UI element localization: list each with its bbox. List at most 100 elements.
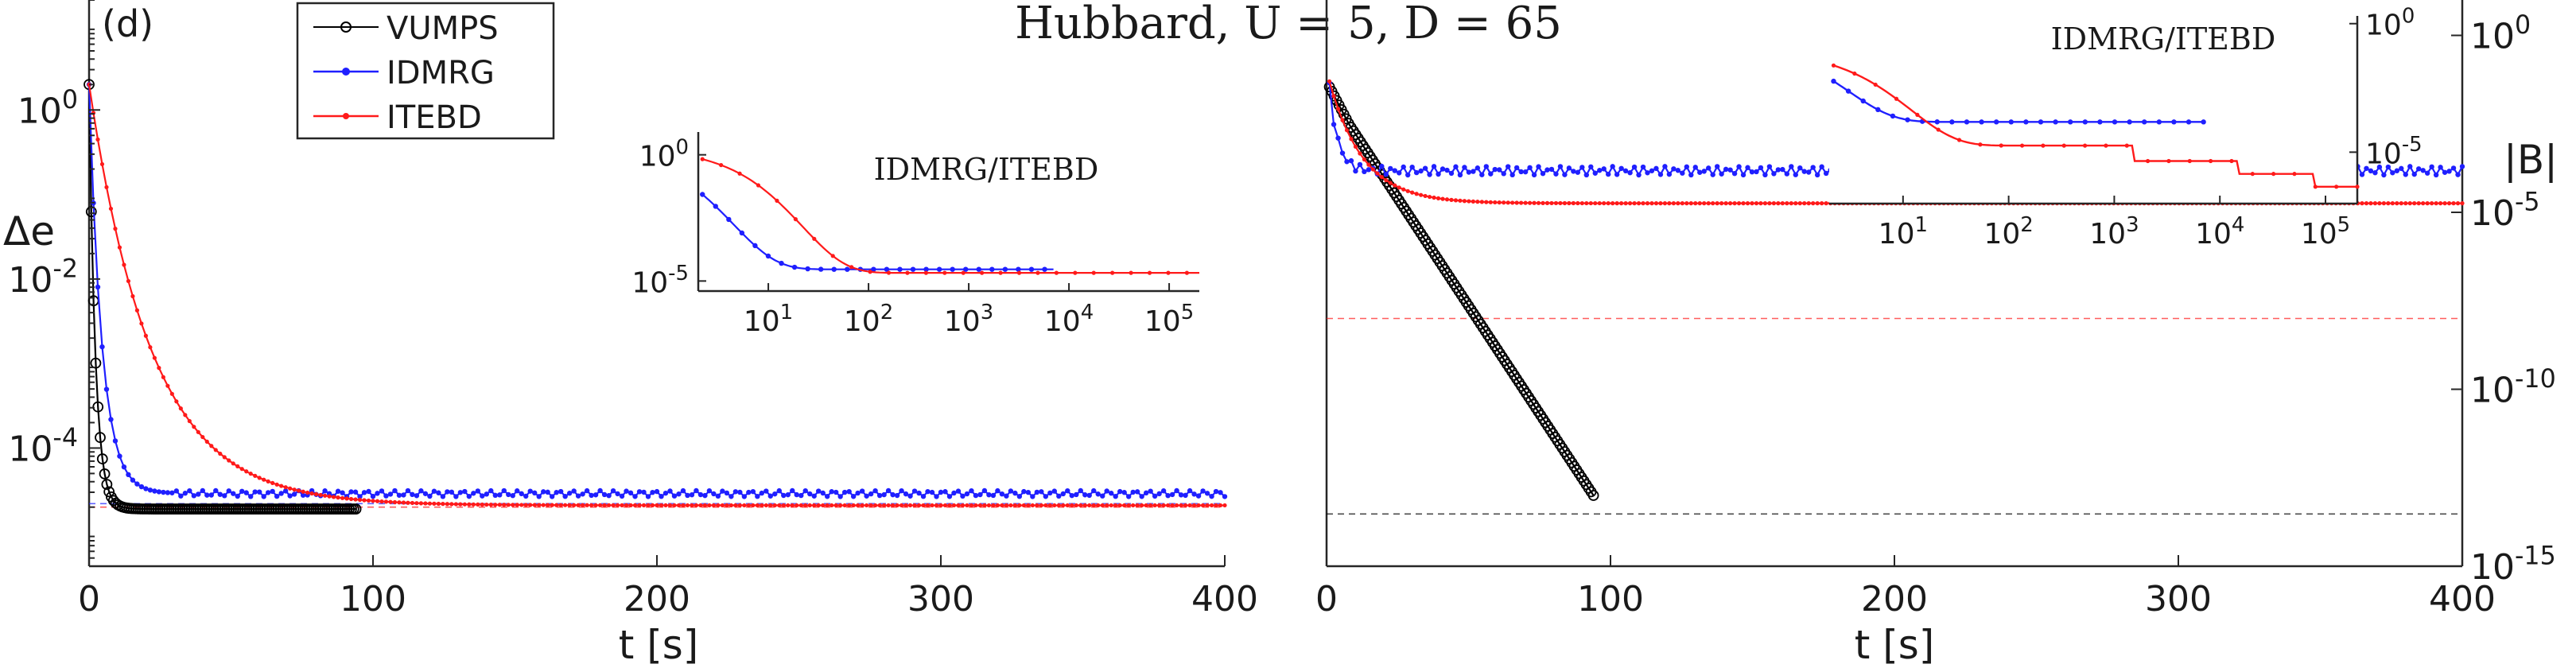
left-markers-itebd-marker bbox=[1148, 503, 1153, 508]
right-markers-itebd-marker bbox=[1623, 201, 1628, 206]
left-markers-itebd-marker bbox=[1144, 503, 1148, 508]
right-markers-idmrg-marker bbox=[1379, 163, 1385, 169]
left-panel: 0 100 200 300 400 100 10-2 10-4 t [s] Δe VUMPS … bbox=[3, 0, 1258, 668]
right-inset-markers-idmrg-marker bbox=[2186, 119, 2192, 125]
right-markers-itebd-marker bbox=[1553, 200, 1559, 206]
left-markers-itebd-marker bbox=[209, 444, 214, 449]
right-markers-itebd-marker bbox=[1393, 183, 1397, 188]
left-markers-itebd-marker bbox=[222, 455, 227, 460]
right-markers-itebd-marker bbox=[1488, 200, 1493, 204]
right-markers-idmrg-marker bbox=[1714, 164, 1720, 169]
left-markers-itebd-marker bbox=[515, 503, 519, 507]
right-markers-itebd-marker bbox=[2372, 201, 2378, 206]
left-markers-itebd-marker bbox=[441, 502, 445, 507]
left-markers-idmrg-marker bbox=[335, 488, 341, 494]
left-markers-itebd-marker bbox=[982, 503, 987, 508]
left-inset-x-tick-label: 104 bbox=[1044, 301, 1094, 338]
right-markers-idmrg-marker bbox=[1697, 169, 1703, 175]
right-inset-y-tick-label: 10-5 bbox=[2365, 133, 2423, 170]
right-markers-itebd-marker bbox=[1397, 185, 1401, 190]
right-markers-itebd-marker bbox=[1362, 157, 1366, 162]
left-inset-markers-idmrg-marker bbox=[765, 253, 771, 259]
right-markers-idmrg-marker bbox=[1653, 165, 1659, 172]
right-markers-idmrg-marker bbox=[1457, 172, 1463, 178]
right-inset-markers-idmrg-marker bbox=[2023, 119, 2029, 125]
left-markers-idmrg-marker bbox=[1082, 492, 1088, 498]
right-inset-markers-idmrg-marker bbox=[2038, 119, 2044, 125]
left-inset-markers-idmrg-marker bbox=[897, 266, 903, 272]
right-markers-idmrg-marker bbox=[1810, 165, 1816, 170]
right-markers-itebd-marker bbox=[1820, 201, 1824, 206]
left-inset-markers-idmrg-marker bbox=[845, 266, 850, 272]
left-markers-itebd-marker bbox=[502, 503, 507, 507]
left-markers-itebd-marker bbox=[969, 503, 974, 508]
left-markers-idmrg-marker bbox=[436, 490, 441, 495]
left-markers-idmrg-marker bbox=[1213, 488, 1219, 495]
right-markers-idmrg-marker bbox=[1422, 165, 1428, 171]
right-markers-idmrg-marker bbox=[1610, 164, 1615, 169]
right-markers-idmrg-marker bbox=[2420, 168, 2426, 173]
left-markers-idmrg-marker bbox=[1030, 494, 1035, 499]
right-markers-itebd-marker bbox=[1353, 144, 1358, 150]
left-inset-markers-idmrg-marker bbox=[963, 266, 969, 272]
right-markers-itebd-marker bbox=[1711, 201, 1715, 206]
right-markers-idmrg-marker bbox=[1462, 165, 1467, 170]
right-markers-idmrg-marker bbox=[1793, 172, 1798, 177]
left-markers-itebd-marker bbox=[637, 503, 642, 507]
left-markers-idmrg-marker bbox=[907, 493, 913, 499]
left-inset-markers-idmrg-marker bbox=[791, 264, 798, 270]
right-markers-idmrg-marker bbox=[1806, 169, 1812, 175]
left-markers-idmrg-marker bbox=[208, 492, 214, 498]
right-inset-markers-itebd-marker bbox=[1894, 96, 1899, 101]
left-markers-idmrg-marker bbox=[767, 493, 773, 499]
right-inset-markers-itebd-marker bbox=[2166, 158, 2171, 164]
left-markers-itebd-marker bbox=[192, 425, 196, 429]
right-markers-itebd-marker bbox=[1449, 197, 1454, 202]
left-markers-idmrg-marker bbox=[1165, 493, 1171, 499]
right-markers-idmrg-marker bbox=[1592, 170, 1598, 176]
right-markers-idmrg-marker bbox=[1758, 165, 1764, 171]
right-inset-markers-itebd-marker bbox=[1978, 142, 1983, 147]
left-markers-itebd-marker bbox=[873, 503, 878, 508]
right-markers-itebd-marker bbox=[2430, 201, 2434, 206]
right-markers-itebd-marker bbox=[2434, 201, 2438, 206]
right-markers-itebd-marker bbox=[1811, 201, 1816, 206]
right-markers-itebd-marker bbox=[1549, 200, 1554, 206]
right-markers-idmrg-marker bbox=[1701, 169, 1707, 174]
left-markers-idmrg-marker bbox=[846, 488, 852, 495]
right-markers-idmrg-marker bbox=[1344, 159, 1350, 165]
left-markers-idmrg-marker bbox=[401, 492, 406, 498]
left-markers-idmrg-marker bbox=[667, 488, 673, 494]
left-markers-itebd-marker bbox=[593, 503, 598, 507]
left-markers-itebd bbox=[87, 82, 1227, 508]
legend-item-itebd: ITEBD bbox=[313, 99, 482, 136]
left-markers-idmrg-marker bbox=[807, 491, 813, 497]
left-markers-idmrg-marker bbox=[1004, 493, 1009, 499]
left-markers-idmrg-marker bbox=[270, 488, 275, 495]
left-markers-idmrg-marker bbox=[964, 491, 970, 497]
left-markers-idmrg-marker bbox=[431, 488, 437, 494]
left-markers-idmrg-marker bbox=[1109, 491, 1114, 496]
left-inset-markers-idmrg-marker bbox=[923, 266, 929, 272]
left-markers-idmrg-marker bbox=[1121, 490, 1127, 495]
left-markers-itebd-marker bbox=[733, 503, 738, 508]
left-markers-itebd-marker bbox=[148, 345, 153, 350]
left-markers-itebd-marker bbox=[244, 469, 249, 474]
left-markers-idmrg-marker bbox=[1034, 489, 1040, 495]
left-markers-idmrg-marker bbox=[990, 492, 997, 499]
right-markers-itebd-marker bbox=[1602, 200, 1607, 206]
left-markers-idmrg-marker bbox=[627, 490, 634, 496]
right-markers-idmrg-marker bbox=[1688, 172, 1694, 178]
right-markers-idmrg-marker bbox=[1636, 172, 1642, 178]
right-markers-idmrg-marker bbox=[1706, 165, 1712, 171]
left-markers-idmrg-marker bbox=[405, 487, 411, 494]
left-markers-itebd-marker bbox=[213, 448, 218, 452]
left-markers-idmrg-marker bbox=[951, 490, 957, 496]
left-inset-title: IDMRG/ITEBD bbox=[874, 152, 1099, 187]
left-markers-itebd-marker bbox=[314, 491, 319, 497]
right-markers-idmrg-marker bbox=[1335, 135, 1341, 141]
left-markers-idmrg-marker bbox=[606, 492, 612, 499]
right-markers-idmrg-marker bbox=[1540, 171, 1546, 177]
left-markers-idmrg-marker bbox=[601, 491, 608, 498]
left-markers-itebd-marker bbox=[134, 308, 140, 313]
